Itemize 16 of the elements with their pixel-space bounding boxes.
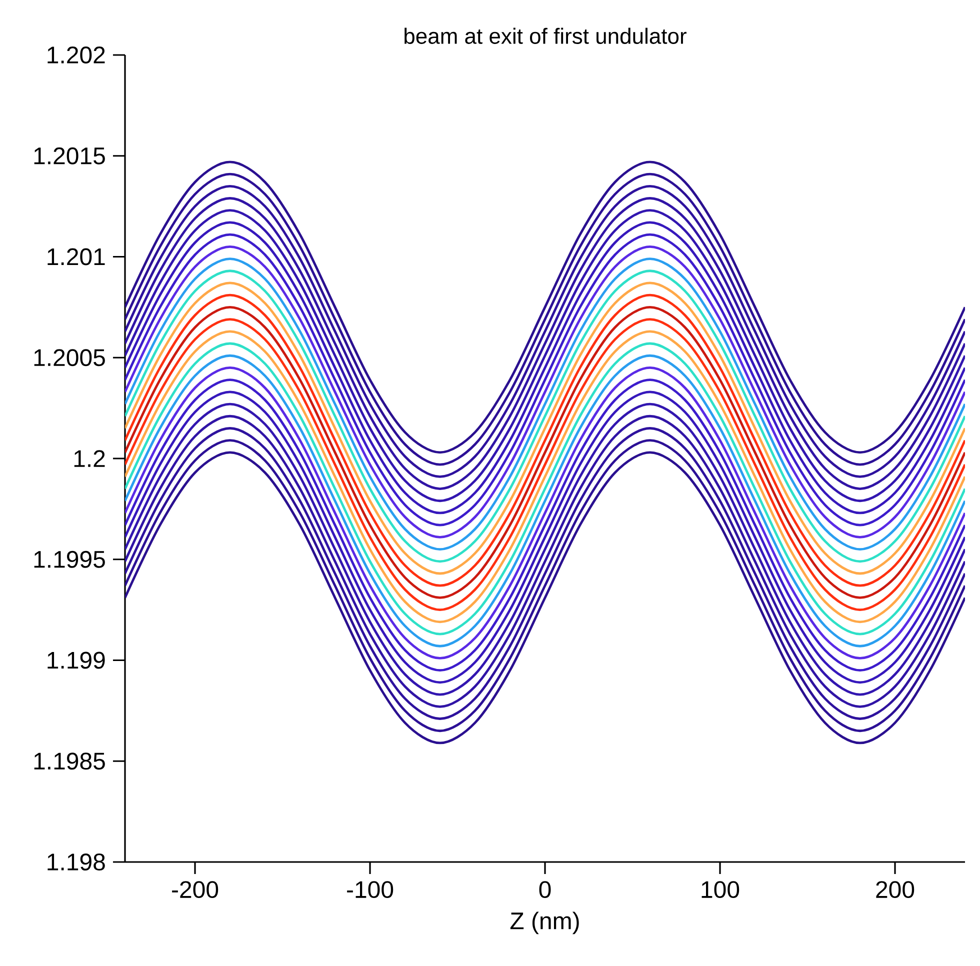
x-axis-title: Z (nm) [510, 912, 579, 934]
x-tick-label: -100 [347, 881, 394, 898]
x-tick-label: 0 [539, 881, 551, 898]
x-tick-label: -200 [172, 881, 218, 898]
y-tick-label: 1.201 [48, 248, 105, 266]
x-tick-label: 100 [702, 881, 740, 898]
y-tick-label: 1.198 [48, 854, 105, 870]
y-tick-label: 1.1985 [34, 752, 105, 770]
y-tick-label: 1.202 [48, 46, 105, 64]
y-tick-label: 1.199 [48, 652, 105, 669]
x-tick-label: 200 [876, 881, 914, 898]
y-tick-label: 1.2015 [34, 147, 105, 164]
chart-title: beam at exit of first undulator [404, 28, 686, 44]
y-tick-label: 1.2 [74, 450, 105, 467]
y-tick-label: 1.2005 [34, 349, 105, 366]
y-tick-label: 1.1995 [34, 550, 105, 568]
